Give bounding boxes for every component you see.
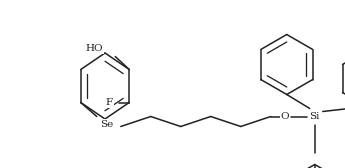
Text: Si: Si bbox=[309, 112, 320, 121]
Text: HO: HO bbox=[86, 44, 103, 53]
Text: F: F bbox=[106, 98, 113, 107]
Text: O: O bbox=[280, 112, 289, 121]
Text: Se: Se bbox=[100, 120, 114, 129]
